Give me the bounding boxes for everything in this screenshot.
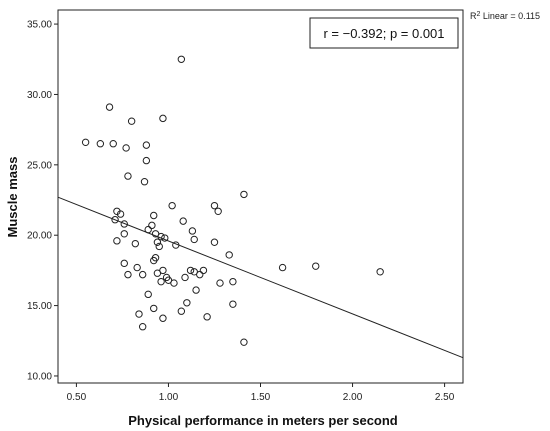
data-point xyxy=(312,262,320,270)
y-axis-title: Muscle mass xyxy=(5,157,20,238)
data-point xyxy=(192,286,200,294)
y-tick-label: 30.00 xyxy=(27,90,52,101)
data-point xyxy=(229,300,237,308)
data-point xyxy=(124,172,132,180)
data-point xyxy=(179,217,187,225)
data-point xyxy=(124,270,132,279)
data-point xyxy=(127,117,136,125)
x-tick-label: 1.00 xyxy=(159,392,179,403)
data-point xyxy=(138,322,147,331)
x-tick-label: 0.50 xyxy=(67,392,87,403)
x-axis-title: Physical performance in meters per secon… xyxy=(128,413,398,428)
data-point xyxy=(131,239,140,248)
x-tick-label: 2.50 xyxy=(435,392,455,403)
y-tick-label: 25.00 xyxy=(27,160,52,171)
data-point xyxy=(135,310,143,318)
data-point xyxy=(199,266,208,275)
data-point xyxy=(159,266,167,275)
data-point xyxy=(183,299,191,307)
x-tick-label: 1.50 xyxy=(251,392,271,403)
plot-area-frame xyxy=(57,9,464,384)
data-point xyxy=(150,211,158,220)
data-point xyxy=(376,268,384,276)
data-point xyxy=(240,338,248,346)
data-point xyxy=(157,277,165,286)
data-point xyxy=(122,144,130,152)
data-point xyxy=(96,140,105,148)
data-point xyxy=(225,251,233,259)
r2-label-value: Linear = 0.115 xyxy=(480,11,540,21)
data-point xyxy=(105,103,114,111)
data-point xyxy=(111,216,119,224)
data-point xyxy=(144,225,152,234)
data-point xyxy=(177,55,186,63)
data-point xyxy=(120,220,128,228)
data-point xyxy=(153,238,162,246)
data-point xyxy=(140,178,149,186)
data-point xyxy=(203,313,211,321)
data-point xyxy=(144,290,152,299)
y-axis-ticks: 10.00 15.00 20.00 25.00 30.00 35.00 xyxy=(27,20,58,382)
data-point xyxy=(210,201,219,210)
data-point xyxy=(142,141,151,149)
data-point xyxy=(172,241,180,249)
data-point xyxy=(177,307,186,315)
data-point xyxy=(170,279,178,287)
data-point xyxy=(216,279,224,287)
r2-label-superscript: 2 xyxy=(477,11,481,18)
data-point xyxy=(196,270,204,279)
y-tick-label: 35.00 xyxy=(27,20,52,31)
fit-line xyxy=(57,196,464,359)
y-tick-label: 15.00 xyxy=(27,301,52,312)
data-point xyxy=(278,263,287,272)
stats-box xyxy=(309,17,459,49)
r2-label-r: R xyxy=(470,11,477,21)
data-point xyxy=(157,232,165,241)
data-point xyxy=(161,234,169,242)
data-point xyxy=(150,304,158,313)
y-tick-label: 10.00 xyxy=(27,371,52,382)
data-point xyxy=(229,277,237,286)
data-point xyxy=(133,263,141,272)
data-point xyxy=(190,235,198,244)
data-point xyxy=(168,201,176,210)
data-point xyxy=(116,210,125,218)
data-point xyxy=(181,273,189,282)
data-point xyxy=(159,314,167,322)
data-point xyxy=(81,138,90,147)
x-tick-label: 2.00 xyxy=(343,392,363,403)
data-point xyxy=(142,156,151,165)
data-point xyxy=(138,270,147,279)
data-point xyxy=(186,266,195,275)
data-point xyxy=(113,237,121,245)
data-point xyxy=(151,254,160,262)
data-point xyxy=(188,227,197,235)
data-point xyxy=(120,230,128,238)
stats-annotation: r = −0.392; p = 0.001 xyxy=(323,26,444,41)
data-points xyxy=(81,55,384,346)
data-point xyxy=(159,114,167,123)
data-point xyxy=(240,190,248,199)
data-point xyxy=(148,221,156,230)
r2-label: R2 Linear = 0.115 xyxy=(470,11,540,21)
data-point xyxy=(109,140,117,148)
data-point xyxy=(210,238,219,246)
x-axis-ticks: 0.50 1.00 1.50 2.00 2.50 xyxy=(67,383,455,403)
data-point xyxy=(214,207,222,215)
data-point xyxy=(155,242,163,251)
y-tick-label: 20.00 xyxy=(27,231,52,242)
data-point xyxy=(120,259,128,268)
